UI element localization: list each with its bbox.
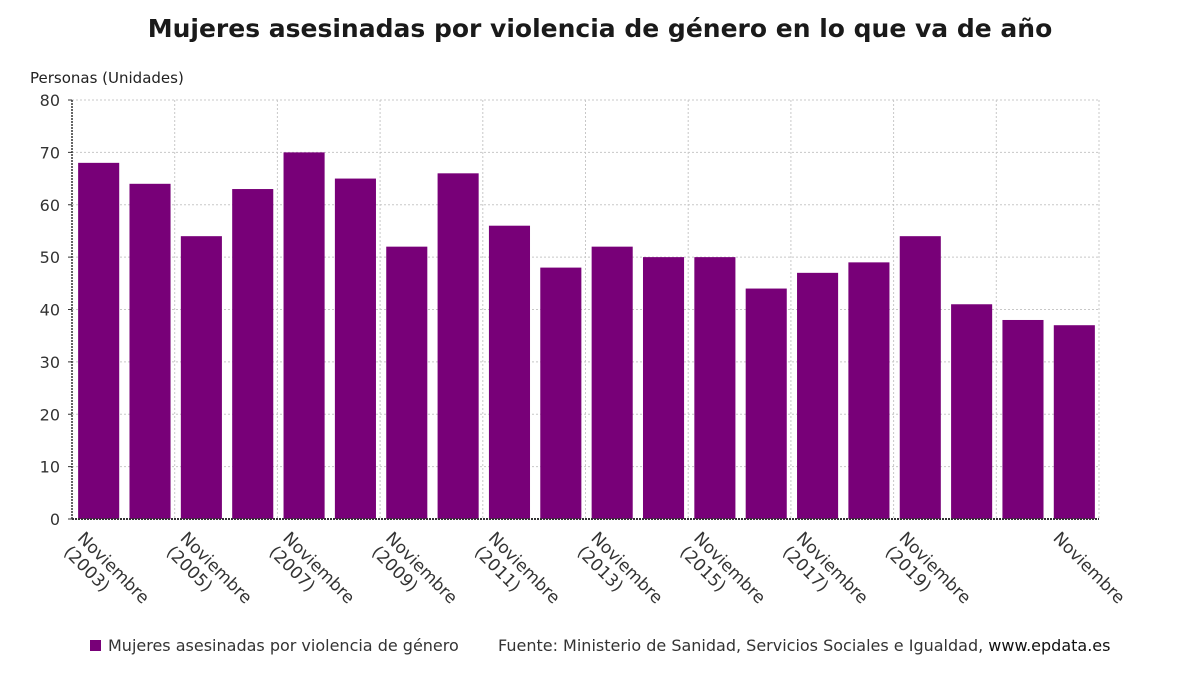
axes (68, 99, 1099, 520)
y-tick-label: 10 (40, 458, 60, 477)
bar (540, 267, 582, 519)
y-tick-label: 0 (50, 510, 60, 529)
bar (899, 236, 941, 520)
bar (78, 162, 120, 519)
x-tick-label: Noviembre(2009) (367, 528, 461, 622)
bar (797, 272, 839, 519)
grid-lines (72, 99, 1100, 519)
bar (1053, 325, 1095, 519)
chart-title: Mujeres asesinadas por violencia de géne… (147, 14, 1053, 43)
x-tick-labels: Noviembre(2003) Noviembre(2005) Noviembre(… (59, 528, 1129, 622)
bar (848, 262, 890, 519)
y-tick-label: 60 (40, 196, 60, 215)
bar (232, 189, 274, 519)
source-note: Fuente: Ministerio de Sanidad, Servicios… (498, 636, 1110, 655)
legend-swatch (90, 640, 101, 651)
y-tick-label: 30 (40, 353, 60, 372)
y-tick-label: 80 (40, 91, 60, 110)
bar (437, 173, 479, 519)
y-axis-label: Personas (Unidades) (30, 69, 184, 87)
bar (694, 257, 736, 519)
bar (334, 178, 376, 519)
x-tick-label: Noviembre(2011) (470, 528, 564, 622)
legend: Mujeres asesinadas por violencia de géne… (90, 636, 459, 655)
x-tick-label: Noviembre(2013) (573, 528, 667, 622)
bars (78, 152, 1095, 520)
x-tick-label: Noviembre(2003) (59, 528, 153, 622)
source-text: Fuente: Ministerio de Sanidad, Servicios… (498, 636, 989, 655)
y-tick-labels: 0 10 20 30 40 50 60 70 80 (40, 91, 60, 529)
bar (386, 246, 428, 519)
x-tick-label: Noviembre(2007) (265, 528, 359, 622)
y-tick-label: 40 (40, 301, 60, 320)
x-tick-label: Noviembre(2019) (881, 528, 975, 622)
x-tick-label: Noviembre(2015) (675, 528, 769, 622)
x-tick-label: Noviembre (1049, 528, 1129, 608)
source-site: www.epdata.es (988, 636, 1111, 655)
bar (283, 152, 325, 519)
x-tick-label: Noviembre(2005) (162, 528, 256, 622)
bar (591, 246, 633, 519)
y-tick-label: 50 (40, 248, 60, 267)
bar (488, 225, 531, 519)
bar (642, 257, 685, 519)
bar (129, 183, 171, 520)
y-tick-label: 70 (40, 143, 60, 162)
bar (180, 236, 222, 520)
x-tick-label: Noviembre(2017) (778, 528, 872, 622)
bar (745, 288, 787, 519)
legend-label: Mujeres asesinadas por violencia de géne… (108, 636, 459, 655)
bar (1002, 319, 1044, 519)
y-tick-label: 20 (40, 405, 60, 424)
bar (951, 304, 993, 519)
